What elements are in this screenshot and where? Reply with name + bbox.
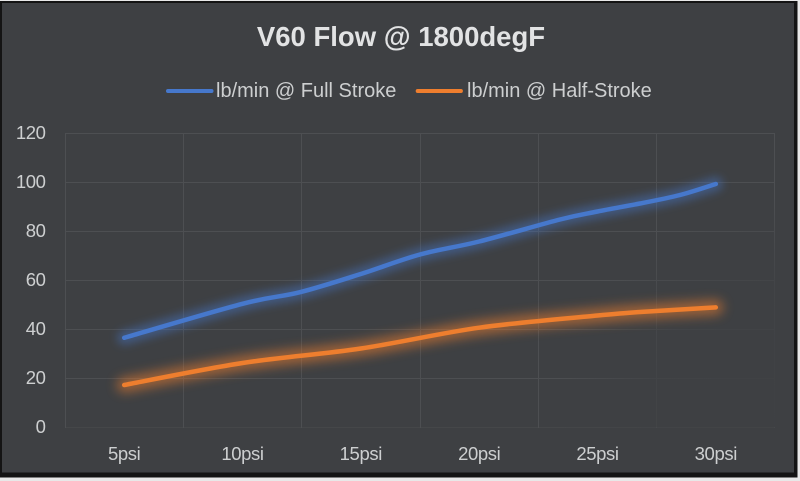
svg-text:15psi: 15psi <box>340 443 382 464</box>
svg-text:60: 60 <box>26 269 46 290</box>
svg-text:25psi: 25psi <box>576 443 618 464</box>
svg-text:5psi: 5psi <box>108 443 140 464</box>
svg-text:120: 120 <box>16 122 46 143</box>
svg-text:lb/min @ Half-Stroke: lb/min @ Half-Stroke <box>467 80 652 102</box>
svg-text:20psi: 20psi <box>458 443 500 464</box>
svg-text:100: 100 <box>16 171 46 192</box>
svg-text:80: 80 <box>26 220 46 241</box>
svg-text:lb/min @ Full Stroke: lb/min @ Full Stroke <box>216 80 396 102</box>
svg-text:V60 Flow @ 1800degF: V60 Flow @ 1800degF <box>257 21 545 52</box>
svg-text:30psi: 30psi <box>695 443 737 464</box>
svg-text:20: 20 <box>26 367 46 388</box>
svg-text:0: 0 <box>36 416 46 437</box>
svg-text:10psi: 10psi <box>221 443 263 464</box>
svg-text:40: 40 <box>26 318 46 339</box>
